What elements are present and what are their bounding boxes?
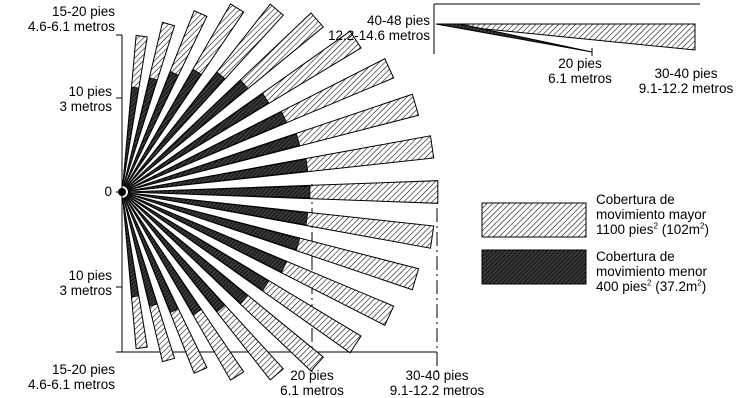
coverage-zone-minor-21 xyxy=(122,197,140,298)
coverage-zone-minor-16 xyxy=(126,195,249,305)
coverage-zone-minor-1 xyxy=(122,86,140,187)
legend-major-swatch xyxy=(481,202,587,238)
left-mid-upper-meters: 3 metros xyxy=(59,99,112,114)
side-height-feet: 40-48 pies xyxy=(366,13,430,28)
legend-major-line1: Cobertura de xyxy=(596,192,675,207)
legend-major-text: Cobertura de movimiento mayor 1100 pies2… xyxy=(596,192,709,237)
coverage-zone-minor-8 xyxy=(127,111,288,190)
legend-major-area-prefix: 1100 pies xyxy=(596,222,654,237)
coverage-zone-minor-5 xyxy=(125,71,226,188)
bottom-near-feet: 20 pies xyxy=(290,368,334,383)
side-near-label: 20 pies 6.1 metros xyxy=(530,56,630,86)
bottom-near-meters: 6.1 metros xyxy=(280,383,344,398)
legend-major-area: 1100 pies2 (102m2) xyxy=(596,222,709,237)
bottom-far-feet: 30-40 pies xyxy=(405,368,469,383)
side-view-major-zone xyxy=(435,23,696,51)
bottom-far-meters: 9.1-12.2 metros xyxy=(389,383,485,398)
legend-major-area-sup2: 2 xyxy=(700,221,705,231)
sensor-origin xyxy=(118,188,126,196)
legend-minor-line2: movimiento menor xyxy=(596,264,708,279)
legend-major-area-sup: 2 xyxy=(653,221,658,231)
bottom-near-label: 20 pies 6.1 metros xyxy=(262,368,362,398)
coverage-zone-minor-3 xyxy=(124,71,179,187)
side-view-minor-zone xyxy=(435,23,593,53)
left-mid-lower-label: 10 pies 3 metros xyxy=(59,268,112,298)
coverage-zone-minor-10 xyxy=(127,158,309,192)
coverage-zone-minor-7 xyxy=(126,93,270,190)
side-view xyxy=(433,3,700,56)
legend-major-area-end: ) xyxy=(704,222,709,237)
side-height-label: 40-48 pies 12.2-14.6 metros xyxy=(328,13,430,43)
left-bottom-label: 15-20 pies 4.6-6.1 metros xyxy=(28,362,115,392)
left-mid-lower-feet: 10 pies xyxy=(68,268,112,283)
coverage-zone-minor-2 xyxy=(123,77,158,187)
legend-minor-line1: Cobertura de xyxy=(596,249,675,264)
coverage-zone-minor-14 xyxy=(127,194,288,273)
coverage-zone-minor-6 xyxy=(126,79,249,189)
left-mid-upper-feet: 10 pies xyxy=(68,84,112,99)
legend-minor-area-prefix: 400 pies xyxy=(596,279,648,294)
coverage-zone-minor-15 xyxy=(126,194,270,291)
legend-minor-area-end: ) xyxy=(701,279,707,294)
legend-major-line2: movimiento mayor xyxy=(596,207,707,222)
left-top-meters: 4.6-6.1 metros xyxy=(27,19,115,34)
side-height-meters: 12.2-14.6 metros xyxy=(327,28,430,43)
side-far-feet: 30-40 pies xyxy=(654,66,718,81)
left-mid-lower-meters: 3 metros xyxy=(59,283,112,298)
coverage-zone-minor-12 xyxy=(127,192,309,226)
left-zero-label: 0 xyxy=(104,184,112,199)
legend-minor-area-mid: (37.2m xyxy=(651,279,698,294)
legend-minor-text: Cobertura de movimiento menor 400 pies2 … xyxy=(596,249,707,294)
bottom-far-label: 30-40 pies 9.1-12.2 metros xyxy=(372,368,502,398)
side-far-meters: 9.1-12.2 metros xyxy=(638,81,734,96)
side-far-label: 30-40 pies 9.1-12.2 metros xyxy=(623,66,749,96)
coverage-zone-minor-17 xyxy=(125,196,226,313)
coverage-zone-minor-18 xyxy=(124,196,202,316)
left-top-label: 15-20 pies 4.6-6.1 metros xyxy=(28,4,115,34)
coverage-zone-minor-9 xyxy=(127,133,301,191)
left-bottom-meters: 4.6-6.1 metros xyxy=(27,377,115,392)
left-bottom-feet: 15-20 pies xyxy=(51,362,115,377)
coverage-zone-minor-13 xyxy=(127,193,301,251)
side-near-feet: 20 pies xyxy=(558,56,602,71)
coverage-zone-minor-20 xyxy=(123,197,158,307)
legend-minor-area-sup2: 2 xyxy=(697,278,702,288)
left-top-feet: 15-20 pies xyxy=(51,4,115,19)
legend-major-area-mid: (102m xyxy=(658,222,701,237)
legend-minor-area: 400 pies2 (37.2m2) xyxy=(596,279,707,294)
coverage-zone-minor-11 xyxy=(127,185,311,199)
left-mid-upper-label: 10 pies 3 metros xyxy=(59,84,112,114)
side-near-meters: 6.1 metros xyxy=(548,71,612,86)
coverage-zones xyxy=(118,3,439,381)
coverage-zone-minor-19 xyxy=(124,197,179,313)
coverage-zone-minor-4 xyxy=(124,68,202,188)
legend-minor-swatch xyxy=(481,249,587,285)
legend-minor-area-sup: 2 xyxy=(647,278,652,288)
